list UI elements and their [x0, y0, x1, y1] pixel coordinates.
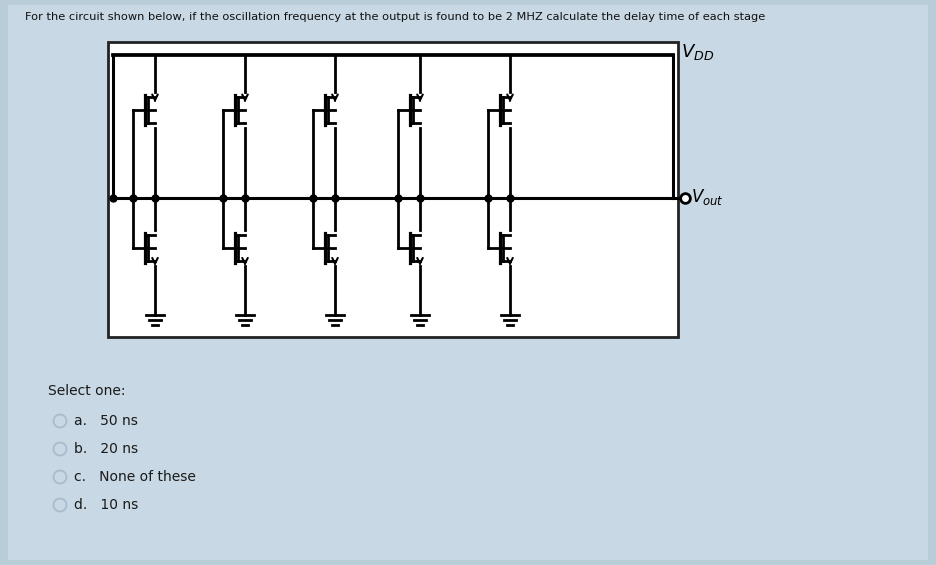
- Text: d.   10 ns: d. 10 ns: [74, 498, 139, 512]
- Text: $V_{DD}$: $V_{DD}$: [681, 42, 714, 62]
- Text: c.   None of these: c. None of these: [74, 470, 196, 484]
- Text: b.   20 ns: b. 20 ns: [74, 442, 139, 456]
- Text: a.   50 ns: a. 50 ns: [74, 414, 138, 428]
- Text: Select one:: Select one:: [48, 384, 125, 398]
- Text: For the circuit shown below, if the oscillation frequency at the output is found: For the circuit shown below, if the osci…: [25, 12, 766, 22]
- Text: $V_{out}$: $V_{out}$: [691, 187, 724, 207]
- Bar: [108, 42, 678, 337]
